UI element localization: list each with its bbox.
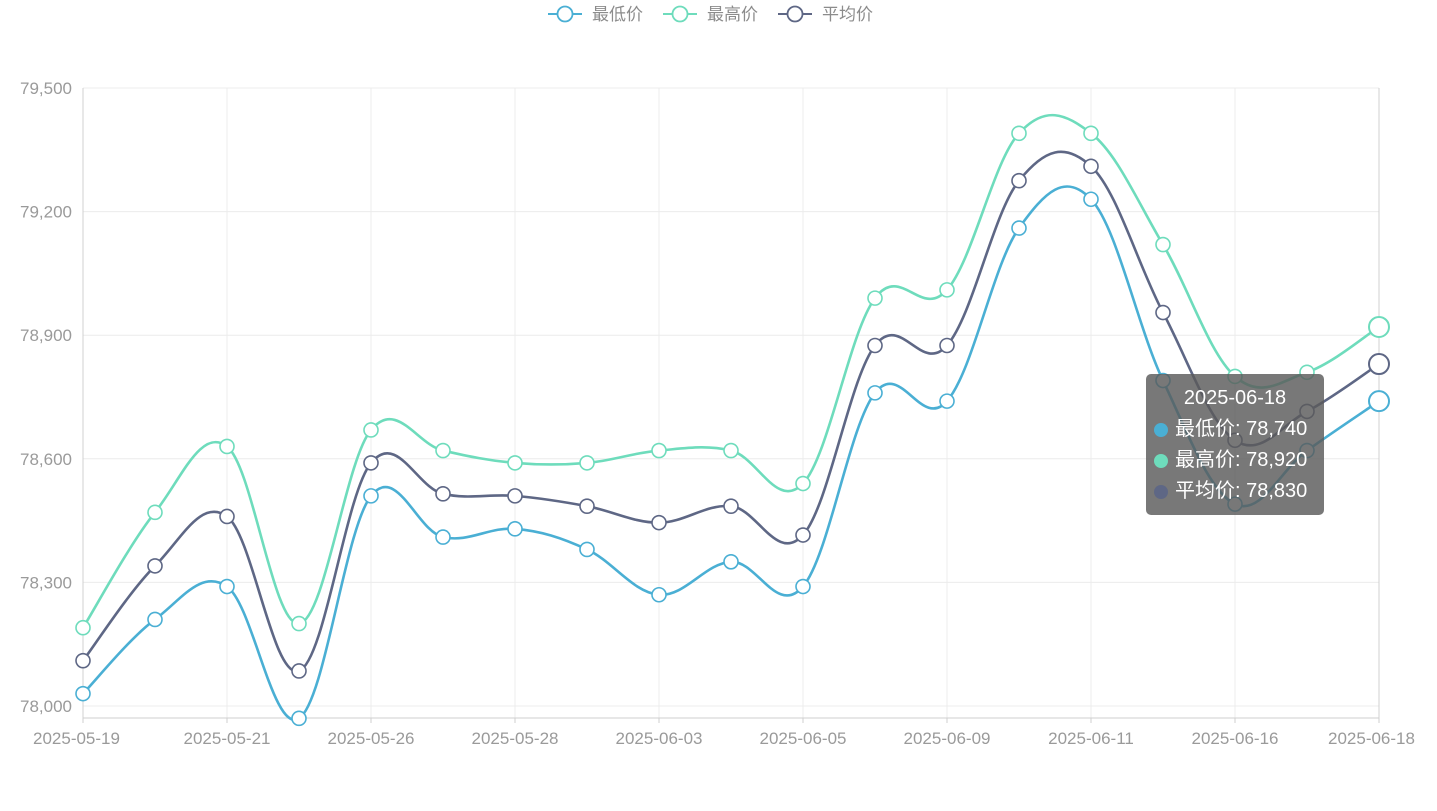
data-point bbox=[291, 710, 307, 727]
data-point bbox=[795, 527, 811, 543]
data-point bbox=[363, 455, 379, 471]
y-tick-label: 78,900 bbox=[20, 326, 72, 345]
data-point bbox=[147, 611, 163, 628]
data-point bbox=[75, 619, 91, 636]
data-point bbox=[939, 282, 955, 298]
data-point bbox=[1083, 191, 1099, 208]
data-point bbox=[651, 586, 667, 603]
data-point bbox=[1368, 353, 1390, 376]
x-tick-label: 2025-06-05 bbox=[760, 729, 847, 748]
data-point bbox=[1368, 390, 1390, 413]
data-point bbox=[291, 663, 307, 679]
data-point bbox=[435, 529, 451, 545]
data-point bbox=[939, 393, 955, 409]
tooltip-marker-avg bbox=[1154, 484, 1168, 499]
x-tick-label: 2025-05-21 bbox=[184, 729, 271, 748]
data-point bbox=[507, 455, 523, 471]
tooltip-row-max: 最高价: 78,920 bbox=[1154, 445, 1316, 476]
legend-label: 平均价 bbox=[822, 5, 873, 24]
data-point bbox=[867, 290, 883, 306]
y-tick-label: 79,200 bbox=[20, 203, 72, 222]
tooltip-row-avg: 平均价: 78,830 bbox=[1154, 476, 1316, 507]
data-point bbox=[435, 486, 451, 502]
legend-marker bbox=[786, 5, 804, 23]
data-point bbox=[579, 498, 595, 514]
data-point bbox=[1011, 220, 1027, 236]
y-tick-label: 78,600 bbox=[20, 450, 72, 469]
series-line-1 bbox=[81, 113, 1380, 629]
legend-label: 最低价 bbox=[592, 5, 643, 24]
data-point bbox=[1155, 236, 1171, 253]
data-point bbox=[579, 541, 595, 558]
data-point bbox=[1083, 125, 1099, 142]
data-point bbox=[219, 578, 235, 595]
x-tick-label: 2025-05-26 bbox=[328, 729, 415, 748]
data-point bbox=[435, 442, 451, 459]
tooltip-marker-min bbox=[1154, 422, 1168, 437]
data-point bbox=[1011, 125, 1027, 142]
y-tick-label: 78,000 bbox=[20, 697, 72, 716]
tooltip-title: 2025-06-18 bbox=[1183, 387, 1287, 409]
legend-marker bbox=[671, 5, 689, 23]
x-tick-label: 2025-05-28 bbox=[472, 729, 559, 748]
data-point bbox=[723, 498, 739, 514]
tooltip-marker-max bbox=[1154, 453, 1168, 468]
data-point bbox=[75, 685, 91, 702]
tooltip-label-avg: 平均价: 78,830 bbox=[1175, 480, 1308, 502]
data-point bbox=[723, 442, 739, 459]
data-point bbox=[363, 488, 379, 504]
x-tick-label: 2025-05-19 bbox=[33, 729, 120, 748]
tooltip-label-min: 最低价: 78,740 bbox=[1175, 418, 1308, 440]
data-point bbox=[75, 652, 91, 669]
data-point bbox=[291, 615, 307, 632]
data-point bbox=[939, 337, 955, 354]
data-point bbox=[1368, 315, 1390, 338]
data-point bbox=[507, 488, 523, 504]
data-point bbox=[867, 385, 883, 401]
data-point bbox=[219, 508, 235, 525]
y-tick-label: 79,500 bbox=[20, 79, 72, 98]
data-point bbox=[579, 455, 595, 471]
x-tick-label: 2025-06-18 bbox=[1328, 729, 1415, 748]
legend-label: 最高价 bbox=[707, 5, 758, 24]
data-point bbox=[219, 438, 235, 455]
x-tick-label: 2025-06-03 bbox=[616, 729, 703, 748]
data-point bbox=[1083, 158, 1099, 175]
data-point bbox=[651, 442, 667, 459]
tooltip-row-min: 最低价: 78,740 bbox=[1154, 414, 1316, 445]
chart-tooltip: 2025-06-18 最低价: 78,740 最高价: 78,920 平均价: … bbox=[1146, 374, 1324, 515]
tooltip-label-max: 最高价: 78,920 bbox=[1175, 449, 1308, 471]
data-point bbox=[1011, 172, 1027, 189]
data-point bbox=[1155, 304, 1171, 321]
legend-marker bbox=[556, 5, 574, 23]
data-point bbox=[867, 337, 883, 354]
data-point bbox=[147, 558, 163, 574]
x-tick-label: 2025-06-11 bbox=[1048, 729, 1134, 748]
x-tick-label: 2025-06-16 bbox=[1192, 729, 1279, 748]
data-point bbox=[147, 504, 163, 521]
data-point bbox=[651, 514, 667, 531]
data-point bbox=[795, 475, 811, 492]
data-point bbox=[507, 521, 523, 537]
data-point bbox=[363, 422, 379, 438]
x-tick-label: 2025-06-09 bbox=[904, 729, 991, 748]
data-point bbox=[723, 553, 739, 570]
y-tick-label: 78,300 bbox=[20, 573, 72, 592]
data-point bbox=[795, 578, 811, 595]
